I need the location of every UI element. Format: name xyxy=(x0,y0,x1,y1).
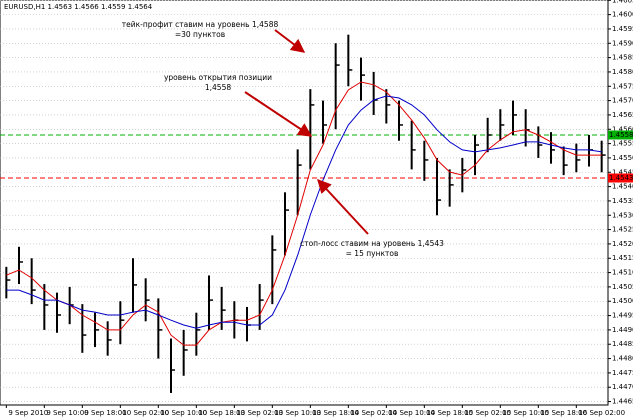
annotation: = 15 пунктов xyxy=(346,249,399,258)
y-tick-label: 1.4525 xyxy=(612,226,633,234)
y-tick-label: 1.4515 xyxy=(612,254,633,262)
y-tick-label: 1.4505 xyxy=(612,283,633,291)
x-tick-label: 10 Sep 18:00 xyxy=(198,409,245,417)
x-tick-label: 13 Sep 10:00 xyxy=(274,409,321,417)
y-tick-label: 1.4550 xyxy=(612,154,633,162)
annotation: 1,4558 xyxy=(205,83,231,92)
y-tick-label: 1.4530 xyxy=(612,211,633,219)
annotation: стоп-лосс ставим на уровень 1,4543 xyxy=(300,239,444,248)
annotation: уровень открытия позиции xyxy=(164,73,272,82)
x-tick-label: 10 Sep 10:00 xyxy=(160,409,207,417)
x-tick-label: 15 Sep 02:00 xyxy=(464,409,511,417)
y-tick-label: 1.4470 xyxy=(612,383,633,391)
y-tick-label: 1.4475 xyxy=(612,369,633,377)
annotation: тейк-профит ставим на уровень 1,4588 xyxy=(122,20,279,29)
y-tick-label: 1.4480 xyxy=(612,355,633,363)
level-tag xyxy=(608,173,633,183)
x-tick-label: 14 Sep 10:00 xyxy=(388,409,435,417)
y-tick-label: 1.4600 xyxy=(612,11,633,19)
x-tick-label: 14 Sep 02:00 xyxy=(350,409,397,417)
plot-frame xyxy=(0,0,609,406)
annotation: =30 пунктов xyxy=(175,30,225,39)
arrow xyxy=(317,178,369,235)
chart-title: EURUSD,H1 1.4563 1.4566 1.4559 1.4564 xyxy=(4,3,153,11)
arrow xyxy=(274,29,306,53)
y-tick-label: 1.4465 xyxy=(612,398,633,406)
x-tick-label: 9 Sep 10:00 xyxy=(46,409,88,417)
x-tick-label: 13 Sep 18:00 xyxy=(312,409,359,417)
y-tick-label: 1.4585 xyxy=(612,54,633,62)
x-tick-label: 9 Sep 2010 xyxy=(8,409,48,417)
y-tick-label: 1.4570 xyxy=(612,97,633,105)
x-tick-label: 15 Sep 18:00 xyxy=(540,409,587,417)
y-tick-label: 1.4595 xyxy=(612,25,633,33)
moving-average xyxy=(6,95,602,329)
x-tick-label: 16 Sep 02:00 xyxy=(578,409,625,417)
y-tick-label: 1.4545 xyxy=(612,168,633,176)
level-label: 1.4543 xyxy=(609,174,633,182)
y-tick-label: 1.4590 xyxy=(612,39,633,47)
y-tick-label: 1.4580 xyxy=(612,68,633,76)
y-tick-label: 1.4540 xyxy=(612,183,633,191)
x-tick-label: 13 Sep 02:00 xyxy=(236,409,283,417)
x-tick-label: 14 Sep 18:00 xyxy=(426,409,473,417)
y-tick-label: 1.4500 xyxy=(612,297,633,305)
level-label: 1.4558 xyxy=(609,131,633,139)
x-tick-label: 15 Sep 10:00 xyxy=(502,409,549,417)
y-tick-label: 1.4485 xyxy=(612,340,633,348)
y-tick-label: 1.4490 xyxy=(612,326,633,334)
moving-average xyxy=(6,81,602,346)
x-tick-label: 10 Sep 02:00 xyxy=(122,409,169,417)
y-tick-label: 1.4575 xyxy=(612,82,633,90)
y-tick-label: 1.4560 xyxy=(612,125,633,133)
y-tick-label: 1.4520 xyxy=(612,240,633,248)
y-tick-label: 1.4510 xyxy=(612,269,633,277)
x-tick-label: 9 Sep 18:00 xyxy=(84,409,126,417)
y-tick-label: 1.4565 xyxy=(612,111,633,119)
level-tag xyxy=(608,130,633,140)
y-tick-label: 1.4555 xyxy=(612,140,633,148)
arrow xyxy=(244,91,313,137)
y-tick-label: 1.4495 xyxy=(612,312,633,320)
y-tick-label: 1.4605 xyxy=(612,0,633,4)
y-tick-label: 1.4535 xyxy=(612,197,633,205)
